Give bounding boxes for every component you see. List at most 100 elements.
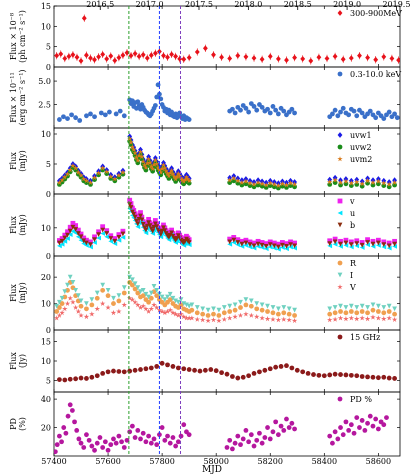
legend-marker (337, 222, 343, 228)
data-point (127, 368, 133, 374)
data-point (98, 110, 104, 116)
data-point (148, 290, 154, 296)
data-point (243, 237, 249, 243)
data-point (181, 301, 187, 306)
data-point (70, 224, 76, 230)
data-point (267, 436, 273, 442)
data-point (151, 161, 157, 167)
data-point (161, 222, 166, 228)
data-point (146, 299, 152, 305)
data-point (94, 306, 100, 312)
data-point (147, 220, 153, 226)
data-point (100, 224, 106, 230)
data-point (102, 112, 108, 118)
data-point (157, 432, 162, 438)
data-point (286, 425, 292, 430)
data-point (254, 107, 260, 113)
data-point (65, 232, 70, 238)
top-tick-label: 2017.5 (185, 0, 213, 9)
legend-label: 15 GHz (350, 333, 380, 342)
data-point (152, 157, 159, 163)
panel-1: 0 5 10 15 Flux × 10⁻⁸(ph cm⁻² s⁻¹) 300-900MeV (9, 2, 402, 72)
data-point (54, 303, 60, 309)
data-point (273, 364, 279, 370)
data-point (62, 294, 68, 300)
data-point (135, 290, 141, 296)
data-point (78, 312, 84, 318)
data-point (340, 56, 346, 63)
data-point (365, 305, 370, 310)
data-point (154, 293, 160, 299)
data-point (78, 234, 84, 240)
data-point (216, 313, 222, 318)
data-point (148, 295, 154, 301)
data-point (332, 53, 338, 60)
data-point (327, 238, 333, 244)
data-point (235, 177, 241, 184)
data-point (72, 165, 79, 171)
data-point (354, 310, 360, 316)
data-point (255, 238, 261, 244)
data-point (65, 282, 70, 288)
data-point (77, 118, 83, 123)
data-point (263, 241, 269, 246)
data-point (84, 52, 89, 59)
data-point (365, 420, 370, 426)
data-point (370, 241, 376, 247)
data-point (129, 282, 135, 288)
data-point (132, 367, 138, 373)
data-point (370, 374, 376, 380)
data-point (284, 244, 289, 249)
data-point (365, 310, 370, 316)
data-point (132, 435, 138, 440)
data-point (243, 428, 249, 433)
data-point (76, 436, 82, 442)
data-point (158, 169, 164, 175)
data-point (321, 373, 327, 379)
data-point (189, 302, 195, 308)
data-point (348, 242, 354, 248)
data-point (205, 317, 211, 324)
data-point (73, 167, 79, 173)
data-point (67, 232, 73, 237)
data-point (157, 91, 162, 97)
data-point (104, 234, 110, 240)
data-point (132, 281, 138, 287)
data-point (370, 307, 376, 313)
data-point (165, 54, 170, 61)
data-point (332, 177, 338, 183)
data-point (354, 179, 360, 185)
panel-6: 5 10 15 Flux(Jy) 15 GHz (9, 329, 401, 393)
data-point (357, 425, 362, 430)
data-point (216, 307, 222, 313)
data-point (75, 308, 82, 314)
data-point (162, 225, 168, 231)
legend-marker (337, 71, 343, 77)
data-point (84, 240, 89, 246)
data-point (362, 428, 368, 433)
data-point (251, 240, 257, 246)
data-point (292, 307, 297, 313)
data-point (194, 305, 200, 310)
data-point (338, 238, 343, 244)
data-point (291, 181, 298, 187)
data-point (58, 51, 64, 57)
data-point (381, 242, 387, 248)
data-point (138, 436, 143, 442)
data-point (227, 55, 233, 62)
data-point (392, 376, 397, 381)
data-point (135, 285, 141, 291)
data-point (359, 315, 365, 321)
data-point (375, 426, 381, 432)
data-point (132, 286, 138, 292)
data-point (375, 309, 381, 314)
data-point (143, 439, 149, 445)
data-point (148, 163, 155, 169)
data-point (65, 173, 70, 179)
series-0.3-10.0 keV (57, 82, 400, 123)
panel-data (56, 133, 398, 191)
data-point (392, 306, 397, 312)
data-point (194, 310, 200, 316)
data-point (265, 309, 270, 314)
data-point (162, 309, 168, 316)
